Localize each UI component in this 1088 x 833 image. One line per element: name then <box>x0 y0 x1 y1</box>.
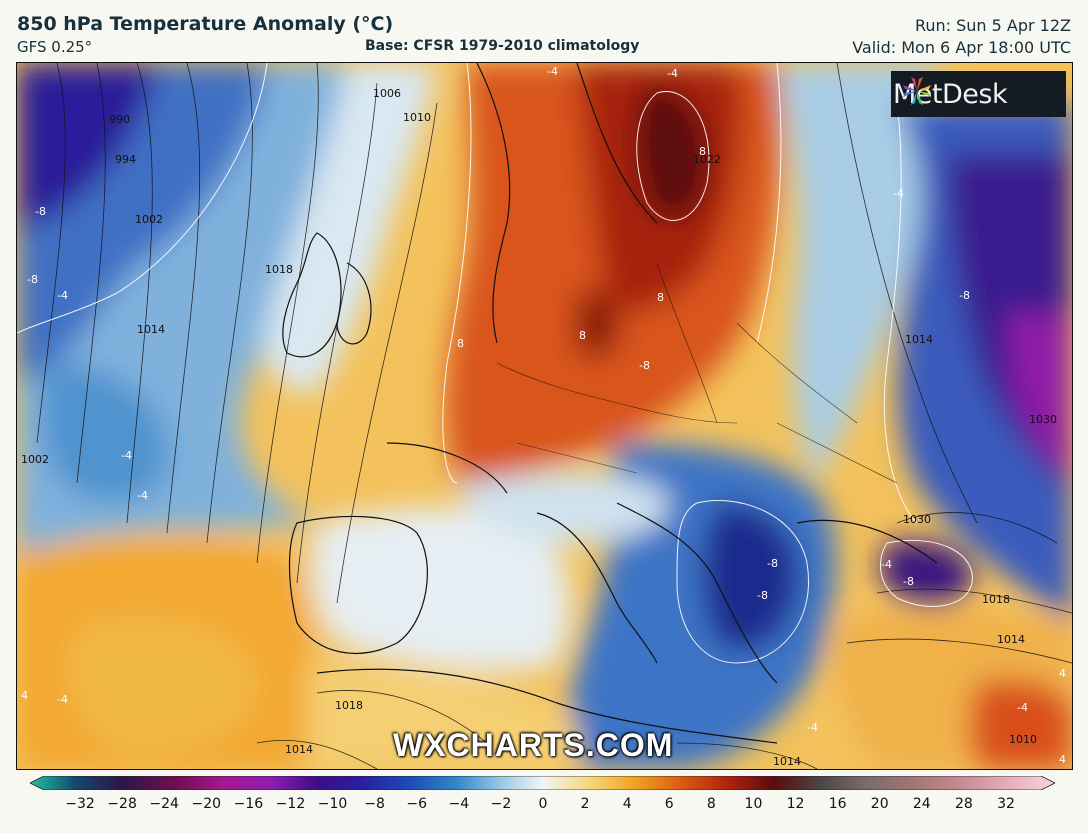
anomaly-field <box>17 63 1072 769</box>
anomaly-label: -4 <box>121 449 132 462</box>
colorbar-tick-label: 16 <box>828 796 847 812</box>
anomaly-label: -4 <box>893 187 904 200</box>
anomaly-label: 8 <box>657 291 664 304</box>
anomaly-contours <box>17 63 973 664</box>
isobar-label: 1010 <box>403 111 431 124</box>
anomaly-label: -8 <box>757 589 768 602</box>
anomaly-label: 8 <box>699 145 706 158</box>
run-time-label: Run: Sun 5 Apr 12Z <box>914 16 1071 35</box>
colorbar-tick-label: 8 <box>706 796 716 812</box>
isobar-label: 1014 <box>905 333 933 346</box>
isobar-label: 1010 <box>1009 733 1037 746</box>
anomaly-label: 4 <box>21 689 28 702</box>
anomaly-label: -4 <box>137 489 148 502</box>
colorbar-tick-label: 6 <box>664 796 674 812</box>
anomaly-label: -4 <box>667 67 678 80</box>
anomaly-label: -8 <box>639 359 650 372</box>
anomaly-label: 4 <box>1059 667 1066 680</box>
model-label: GFS 0.25° <box>17 38 93 56</box>
isobar-label: 1014 <box>285 743 313 756</box>
isobar-label: 1030 <box>1029 413 1057 426</box>
isobar-label: 1002 <box>21 453 49 466</box>
colorbar-tick-label: −8 <box>364 796 385 812</box>
anomaly-label: -8 <box>767 557 778 570</box>
colorbar-ticks: −32 −28 −24 −20 −16 −12 −10 −8 −6 −4 −2 0 2 4 6 8 10 12 16… <box>0 796 1088 816</box>
colorbar-tick-label: −20 <box>191 796 222 812</box>
colorbar-tick-label: 32 <box>997 796 1015 812</box>
chart-title: 850 hPa Temperature Anomaly (°C) <box>17 13 394 35</box>
climatology-base-label: Base: CFSR 1979-2010 climatology <box>365 38 640 54</box>
map-canvas: 990 994 1002 1006 1010 1014 1018 1002 10… <box>17 63 1072 769</box>
colorbar-tick-label: 20 <box>870 796 889 812</box>
isobar-label: 1018 <box>265 263 293 276</box>
colorbar-tick-label: −24 <box>149 796 179 812</box>
colorbar-tick-label: −10 <box>317 796 348 812</box>
metdesk-pinwheel-icon <box>903 77 931 105</box>
colorbar-tick-label: 4 <box>622 796 632 812</box>
colorbar <box>30 776 1055 790</box>
anomaly-label: 8 <box>579 329 586 342</box>
metdesk-logo: MetDesk <box>891 71 1066 117</box>
anomaly-label: -4 <box>547 65 558 78</box>
colorbar-tick-label: 24 <box>912 796 931 812</box>
isobar-label: 1014 <box>773 755 801 768</box>
colorbar-scale <box>30 776 1055 790</box>
coastlines <box>282 63 938 744</box>
anomaly-label: -8 <box>27 273 38 286</box>
colorbar-tick-label: 12 <box>786 796 805 812</box>
colorbar-tick-label: 2 <box>580 796 590 812</box>
anomaly-label: -4 <box>57 693 68 706</box>
anomaly-label: -8 <box>959 289 970 302</box>
isobar-label: 1018 <box>335 699 363 712</box>
colorbar-tick-label: −2 <box>490 796 512 812</box>
isobar-label: 1006 <box>373 87 401 100</box>
isobar-label: 990 <box>109 113 130 126</box>
anomaly-labels: -8 -8 -4 -4 -4 8 8 8 8 -8 -8 -4 -8 -8 -8… <box>21 65 1066 766</box>
colorbar-tick-label: 28 <box>954 796 973 812</box>
isobar-label: 1014 <box>997 633 1025 646</box>
valid-time-label: Valid: Mon 6 Apr 18:00 UTC <box>852 38 1071 57</box>
anomaly-label: -8 <box>903 575 914 588</box>
colorbar-tick-label: −12 <box>275 796 306 812</box>
anomaly-label: -4 <box>807 721 818 734</box>
anomaly-label: -4 <box>57 289 68 302</box>
isobar-label: 1022 <box>693 153 721 166</box>
anomaly-label: -4 <box>1017 701 1028 714</box>
anomaly-map: 990 994 1002 1006 1010 1014 1018 1002 10… <box>16 62 1073 770</box>
anomaly-label: -8 <box>35 205 46 218</box>
anomaly-label: 8 <box>457 337 464 350</box>
isobar-label: 1018 <box>982 593 1010 606</box>
watermark: WXCHARTS.COM <box>393 727 674 763</box>
anomaly-label: 4 <box>1059 753 1066 766</box>
colorbar-tick-label: −4 <box>448 796 470 812</box>
colorbar-tick-label: −32 <box>65 796 95 812</box>
colorbar-tick-label: 10 <box>744 796 763 812</box>
colorbar-tick-label: −28 <box>107 796 137 812</box>
colorbar-tick-label: −16 <box>233 796 264 812</box>
isobar-label: 1002 <box>135 213 163 226</box>
isobar-label: 1030 <box>903 513 931 526</box>
colorbar-tick-label: −6 <box>406 796 428 812</box>
anomaly-label: -4 <box>881 558 892 571</box>
isobar-labels: 990 994 1002 1006 1010 1014 1018 1002 10… <box>21 87 1057 768</box>
isobar-label: 1014 <box>137 323 165 336</box>
borders <box>496 262 898 484</box>
colorbar-tick-label: 0 <box>538 796 548 812</box>
isobar-label: 994 <box>115 153 136 166</box>
